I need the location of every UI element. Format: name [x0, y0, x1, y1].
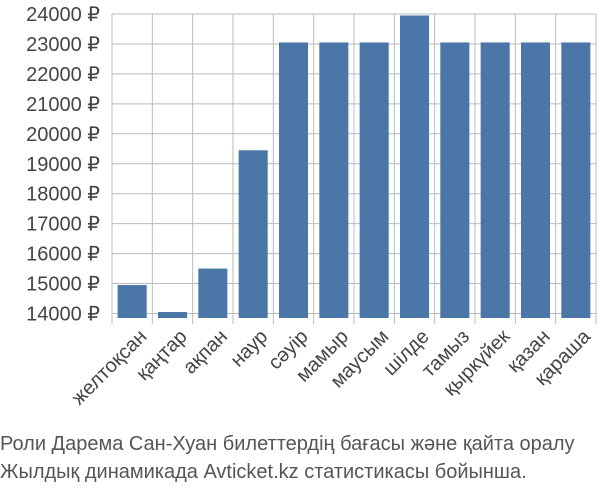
bar-1	[157, 312, 188, 318]
bar-4	[278, 42, 309, 319]
bar-11	[561, 42, 591, 319]
caption-line-1: Роли Дарема Сан-Хуан билеттердің бағасы …	[0, 433, 575, 455]
y-tick-label: 15000 ₽	[26, 274, 100, 296]
bar-chart: 14000 ₽ 15000 ₽ 16000 ₽ 17000 ₽ 18000 ₽ 19000…	[26, 4, 597, 409]
bar-7	[399, 15, 430, 319]
x-axis-tick-labels: желтоқсанқаңтарақпаннаурсәуірмамырмаусым…	[68, 325, 596, 409]
y-tick-label: 20000 ₽	[26, 124, 100, 146]
y-tick-label: 19000 ₽	[26, 154, 100, 176]
bar-3	[238, 150, 268, 318]
bar-10	[520, 42, 551, 319]
bar-5	[319, 42, 349, 319]
y-tick-label: 16000 ₽	[26, 244, 100, 266]
bar-6	[359, 42, 389, 319]
caption-line-2: Жылдық динамикада Avticket.kz статистика…	[0, 461, 527, 483]
y-tick-label: 17000 ₽	[26, 214, 100, 236]
y-axis-tick-labels: 14000 ₽ 15000 ₽ 16000 ₽ 17000 ₽ 18000 ₽ 19000…	[26, 4, 100, 326]
bar-9	[480, 42, 510, 319]
y-tick-label: 18000 ₽	[26, 184, 100, 206]
y-tick-label: 14000 ₽	[26, 304, 100, 326]
x-tick-label: наур	[226, 326, 272, 372]
y-tick-label: 22000 ₽	[26, 64, 100, 86]
grid-lines	[111, 13, 597, 324]
bar-0	[117, 285, 147, 318]
y-tick-label: 24000 ₽	[26, 4, 100, 26]
y-tick-label: 23000 ₽	[26, 34, 100, 56]
y-tick-label: 21000 ₽	[26, 94, 100, 116]
bars	[117, 15, 591, 319]
bar-2	[198, 268, 228, 318]
bar-8	[440, 42, 470, 319]
chart-area: 14000 ₽ 15000 ₽ 16000 ₽ 17000 ₽ 18000 ₽ 19000…	[26, 4, 597, 409]
x-tick-label: ақпан	[179, 326, 232, 379]
